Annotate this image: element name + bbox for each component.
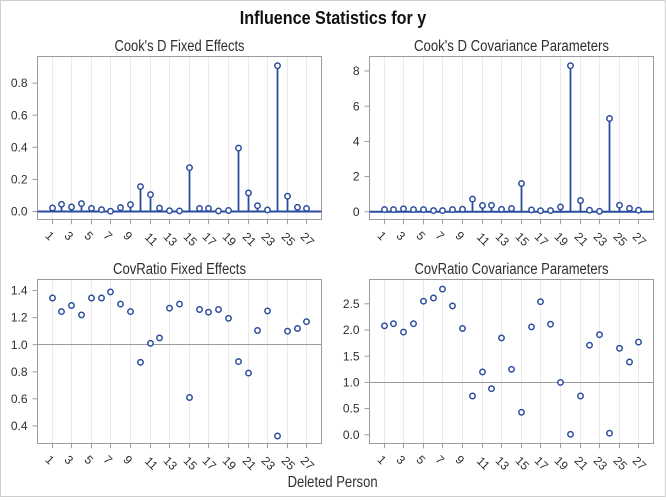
- svg-text:4: 4: [353, 135, 360, 149]
- svg-text:1.0: 1.0: [343, 376, 360, 390]
- svg-text:Cook's D Covariance Parameters: Cook's D Covariance Parameters: [414, 38, 609, 55]
- svg-text:0.2: 0.2: [11, 173, 28, 187]
- svg-text:1.5: 1.5: [343, 349, 360, 363]
- svg-text:0.6: 0.6: [11, 392, 28, 406]
- svg-text:0.8: 0.8: [11, 76, 28, 90]
- svg-text:2: 2: [353, 170, 360, 184]
- svg-text:Cook's D Fixed Effects: Cook's D Fixed Effects: [115, 38, 245, 55]
- svg-text:Influence Statistics for y: Influence Statistics for y: [240, 8, 427, 28]
- svg-text:0.0: 0.0: [343, 428, 360, 442]
- svg-text:0.8: 0.8: [11, 365, 28, 379]
- svg-text:0.4: 0.4: [11, 419, 28, 433]
- svg-text:CovRatio Fixed Effects: CovRatio Fixed Effects: [113, 261, 246, 278]
- svg-text:1.2: 1.2: [11, 311, 28, 325]
- svg-text:2.0: 2.0: [343, 323, 360, 337]
- svg-text:6: 6: [353, 99, 360, 113]
- svg-text:0.4: 0.4: [11, 140, 28, 154]
- svg-text:2.5: 2.5: [343, 297, 360, 311]
- svg-text:Deleted Person: Deleted Person: [288, 474, 378, 491]
- svg-text:8: 8: [353, 64, 360, 78]
- svg-text:0.5: 0.5: [343, 402, 360, 416]
- svg-text:1.0: 1.0: [11, 338, 28, 352]
- svg-text:0: 0: [353, 205, 360, 219]
- svg-text:0.6: 0.6: [11, 108, 28, 122]
- svg-text:1.4: 1.4: [11, 284, 28, 298]
- svg-text:0.0: 0.0: [11, 205, 28, 219]
- svg-text:CovRatio Covariance Parameters: CovRatio Covariance Parameters: [415, 261, 609, 278]
